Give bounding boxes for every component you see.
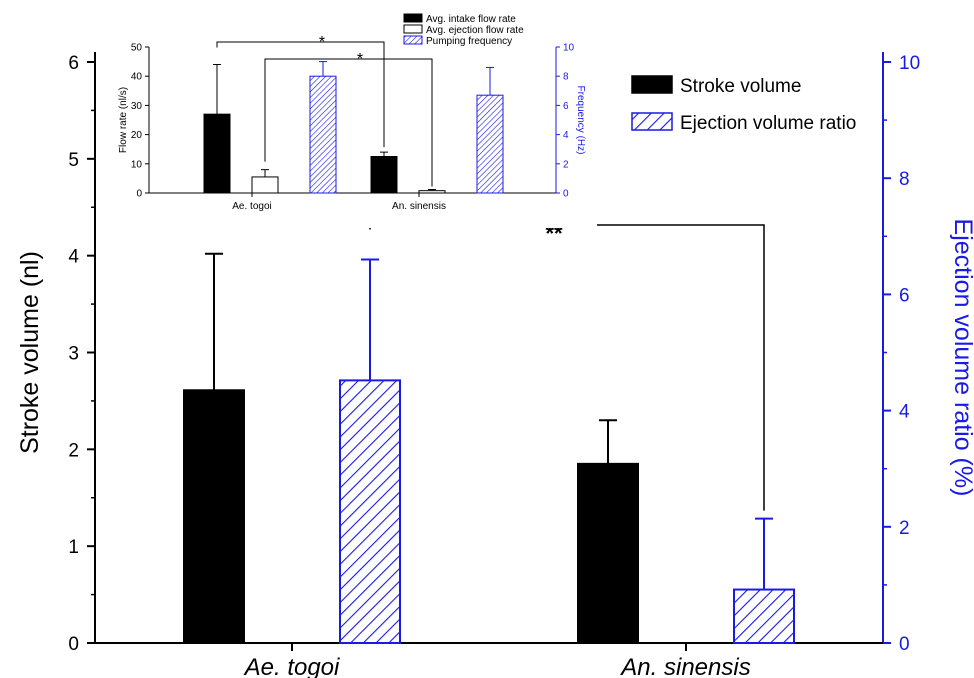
inset-y2-tick-label: 2 (563, 159, 569, 170)
bar (733, 588, 795, 644)
inset-y-tick-label: 50 (131, 43, 143, 54)
inset-y-tick-label: 20 (131, 130, 143, 141)
inset-significance-bracket (264, 58, 433, 187)
bar (183, 389, 245, 645)
inset-legend-label: Avg. intake flow rate (426, 14, 516, 25)
inset-y-axis-title: Flow rate (nl/s) (118, 87, 129, 153)
inset-significance-bracket (216, 41, 385, 148)
y2-axis-title: Ejection volume ratio (%) (949, 219, 974, 497)
inset-background (100, 8, 585, 228)
y-tick-label: 0 (68, 634, 79, 655)
bar (577, 462, 639, 644)
y2-tick-label: 4 (899, 402, 910, 423)
legend-label: Ejection volume ratio (680, 113, 856, 134)
legend-swatch (631, 112, 673, 131)
inset-legend-label: Pumping frequency (426, 36, 512, 47)
y-tick-label: 5 (68, 150, 79, 171)
y-tick-label: 4 (68, 247, 79, 268)
inset-y2-tick-label: 0 (563, 189, 569, 200)
inset-x-tick-label: Ae. togoi (232, 201, 271, 212)
inset-significance-label: * (319, 34, 325, 51)
y2-tick-label: 0 (899, 634, 910, 655)
inset-bar (251, 176, 279, 194)
inset-y-tick-label: 0 (136, 189, 142, 200)
y-axis-title: Stroke volume (nl) (16, 251, 44, 454)
inset-bar (370, 156, 398, 194)
x-tick-label: Ae. togoi (243, 654, 340, 678)
inset-legend-swatch (403, 24, 423, 34)
y2-tick-label: 8 (899, 169, 910, 190)
inset-bar (418, 190, 446, 194)
inset-y2-tick-label: 8 (563, 72, 569, 83)
inset-bar (309, 75, 337, 194)
inset-y2-tick-label: 4 (563, 130, 569, 141)
x-tick-label: An. sinensis (619, 654, 750, 678)
inset-legend-swatch (403, 13, 423, 23)
y2-tick-label: 10 (899, 53, 920, 74)
inset-bar (476, 94, 504, 194)
inset-legend-swatch (403, 35, 423, 45)
significance-bracket (369, 224, 765, 511)
y2-tick-label: 2 (899, 518, 910, 539)
y2-tick-label: 6 (899, 285, 910, 306)
y-tick-label: 3 (68, 344, 79, 365)
inset-chart: 0 10 20 30 40 50 0 2 4 6 8 10 Ae. togoi An. sinensis F… (100, 8, 586, 228)
legend-label: Stroke volume (680, 76, 801, 97)
inset-legend-label: Avg. ejection flow rate (426, 25, 524, 36)
inset-y2-tick-label: 6 (563, 101, 569, 112)
inset-significance-label: * (357, 51, 363, 68)
y-tick-label: 6 (68, 53, 79, 74)
bar (339, 379, 401, 644)
inset-x-tick-label: An. sinensis (392, 201, 446, 212)
inset-y2-axis-title: Frequency (Hz) (575, 86, 586, 155)
y-tick-label: 2 (68, 440, 79, 461)
inset-y2-tick-label: 10 (563, 43, 575, 54)
inset-y-tick-label: 40 (131, 72, 143, 83)
inset-bar (203, 113, 231, 194)
legend-swatch (631, 75, 673, 94)
inset-y-tick-label: 30 (131, 101, 143, 112)
y-tick-label: 1 (68, 537, 79, 558)
inset-y-tick-label: 10 (131, 159, 143, 170)
